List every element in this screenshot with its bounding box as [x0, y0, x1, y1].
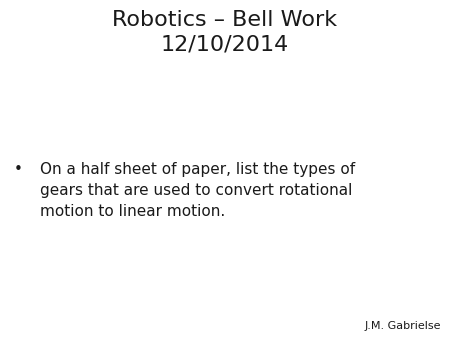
Text: J.M. Gabrielse: J.M. Gabrielse [364, 321, 441, 331]
Text: On a half sheet of paper, list the types of
gears that are used to convert rotat: On a half sheet of paper, list the types… [40, 162, 356, 219]
Text: Robotics – Bell Work
12/10/2014: Robotics – Bell Work 12/10/2014 [112, 10, 338, 55]
Text: •: • [14, 162, 22, 177]
